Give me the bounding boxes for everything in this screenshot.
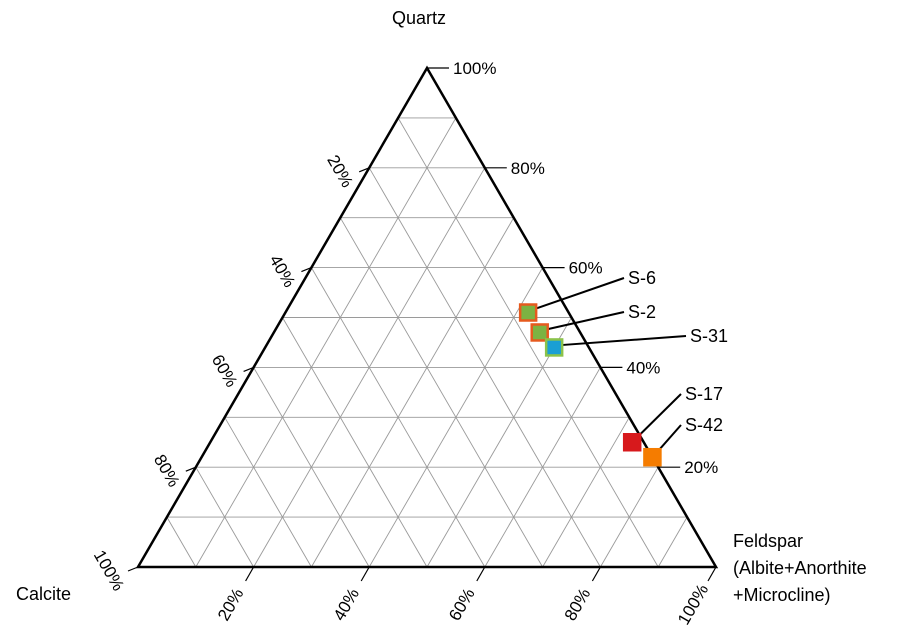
triangle-frame <box>135 65 719 569</box>
grid-line-calcite <box>282 317 428 568</box>
feldspar-tick-label: 20% <box>214 585 247 624</box>
quartz-corner-label: Quartz <box>392 8 446 28</box>
calcite-tick-label: 40% <box>266 252 299 291</box>
leader-s-31 <box>556 335 687 347</box>
feldspar-corner-label-line3: +Microcline) <box>733 585 831 605</box>
feldspar-corner-label-line1: Feldspar <box>733 531 803 551</box>
calcite-tick-label: 100% <box>90 547 128 594</box>
grid-line-feldspar <box>426 317 572 568</box>
calcite-tick-mark <box>185 466 197 472</box>
quartz-tick-label: 20% <box>684 458 718 477</box>
calcite-tick-label: 60% <box>208 351 241 390</box>
tick-marks <box>127 67 717 582</box>
quartz-tick-label: 80% <box>511 159 545 178</box>
grid-line-calcite <box>195 466 254 568</box>
grid-line-feldspar <box>600 466 659 568</box>
feldspar-tick-label: 60% <box>445 585 478 624</box>
sample-point-s-6 <box>518 303 538 322</box>
calcite-tick-label: 80% <box>150 451 183 490</box>
feldspar-tick-mark <box>707 566 717 582</box>
sample-label-s-2: S-2 <box>628 302 656 322</box>
sample-label-s-42: S-42 <box>685 415 723 435</box>
feldspar-tick-label: 80% <box>561 585 594 624</box>
sample-label-s-31: S-31 <box>690 326 728 346</box>
grid-line-feldspar <box>195 117 457 568</box>
sample-point-s-31 <box>544 338 564 357</box>
sample-leader-lines <box>529 277 687 456</box>
grid-line-calcite <box>397 117 659 568</box>
feldspar-tick-label: 40% <box>330 585 363 624</box>
grid-line-feldspar <box>311 217 515 568</box>
sample-point-s-17 <box>622 433 642 452</box>
grid-line-feldspar <box>542 417 630 568</box>
leader-s-17 <box>633 393 682 441</box>
feldspar-tick-label: 100% <box>674 581 712 628</box>
calcite-tick-mark <box>243 366 254 372</box>
grid-line-feldspar <box>657 516 688 568</box>
grid-line-calcite <box>339 217 543 568</box>
calcite-corner-label: Calcite <box>16 584 71 604</box>
calcite-tick-mark <box>127 566 139 572</box>
grid-line-calcite <box>253 367 370 568</box>
grid-line-calcite <box>224 417 312 568</box>
sample-label-s-6: S-6 <box>628 268 656 288</box>
grid-line-feldspar <box>484 367 601 568</box>
quartz-tick-label: 60% <box>569 259 603 278</box>
grid-lines <box>166 117 688 568</box>
leader-s-6 <box>529 277 625 312</box>
calcite-tick-mark <box>358 167 370 173</box>
quartz-tick-label: 40% <box>626 358 660 377</box>
quartz-tick-label: 100% <box>453 59 496 78</box>
feldspar-tick-mark <box>476 566 486 582</box>
feldspar-corner-label-line2: (Albite+Anorthite <box>733 558 867 578</box>
calcite-tick-label: 20% <box>323 152 356 191</box>
feldspar-tick-mark <box>360 566 370 582</box>
calcite-tick-mark <box>301 267 312 273</box>
sample-point-s-2 <box>530 323 549 342</box>
sample-label-s-17: S-17 <box>685 384 723 404</box>
leader-s-2 <box>541 311 625 332</box>
sample-labels: S-6 S-2 S-31 S-17 S-42 <box>628 268 728 435</box>
feldspar-tick-mark <box>245 566 255 582</box>
feldspar-tick-mark <box>591 566 601 582</box>
sample-points <box>518 303 662 467</box>
sample-point-s-42 <box>643 447 662 467</box>
grid-line-calcite <box>166 516 197 568</box>
tick-labels: 100% 80% 60% 40% 20% 20% 40% 60% 80% 100% 20% 40% 60… <box>90 59 718 628</box>
